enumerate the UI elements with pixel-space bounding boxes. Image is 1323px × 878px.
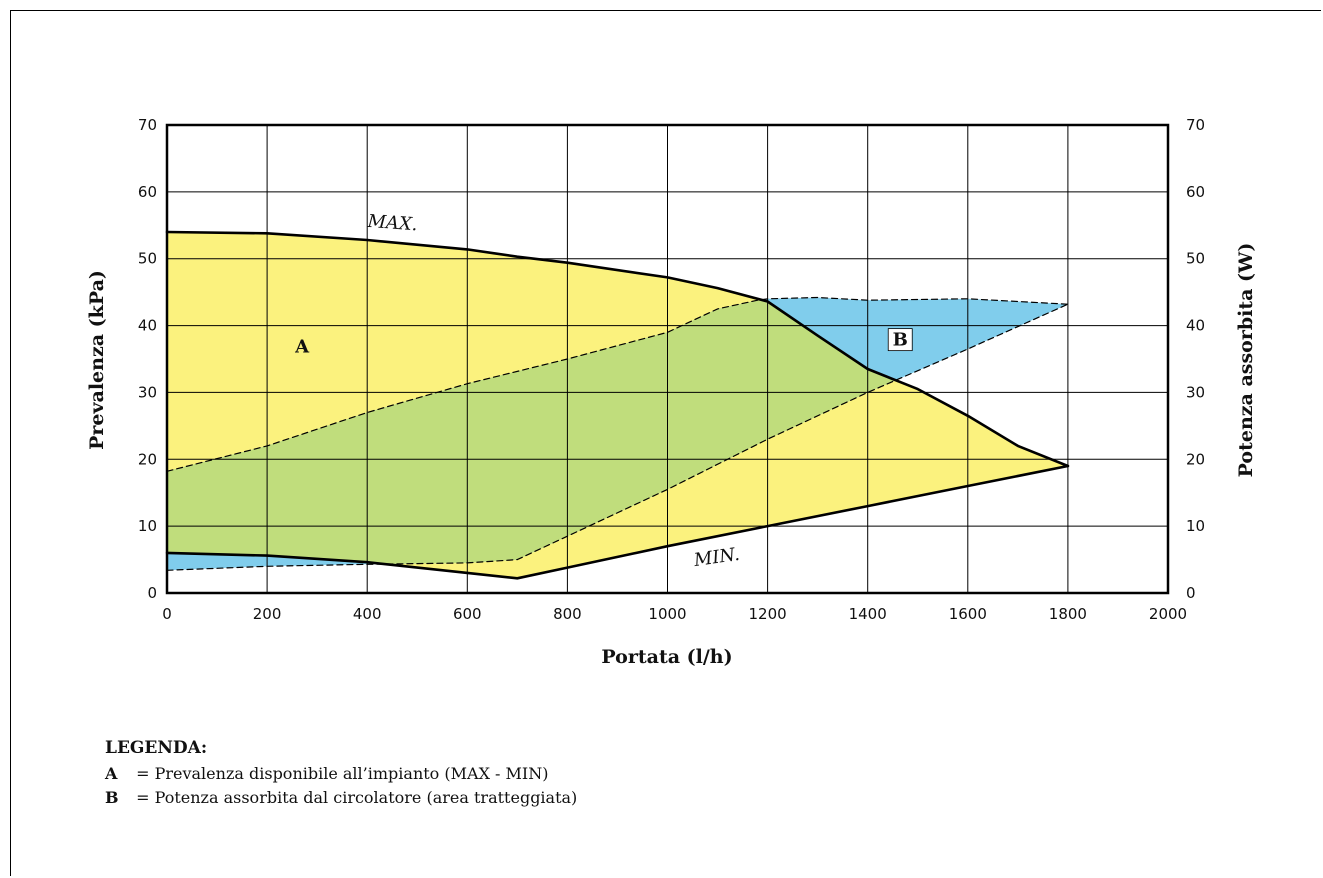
area-overlap-fill <box>167 297 1068 571</box>
area-label-box <box>887 328 913 352</box>
x-tick-label: 1600 <box>949 605 987 623</box>
legend-key: B <box>105 788 119 807</box>
x-tick-label: 1000 <box>648 605 686 623</box>
y-right-tick-label: 30 <box>1186 383 1205 401</box>
x-tick-label: 400 <box>353 605 382 623</box>
y-left-tick-label: 20 <box>138 450 157 468</box>
x-tick-label: 200 <box>253 605 282 623</box>
series-line-2 <box>166 296 1069 472</box>
curve-label: MAX. <box>366 211 418 236</box>
y-left-tick-label: 0 <box>147 584 157 602</box>
y-right-tick-label: 20 <box>1186 450 1205 468</box>
y-right-tick-label: 50 <box>1186 250 1205 268</box>
curve-label: MIN. <box>692 544 741 571</box>
y-right-tick-label: 60 <box>1186 183 1205 201</box>
page-frame <box>10 10 1321 876</box>
legend-item-a: A = Prevalenza disponibile all’impianto … <box>105 762 577 786</box>
y-right-tick-label: 10 <box>1186 517 1205 535</box>
x-tick-label: 1200 <box>749 605 787 623</box>
curve-lines <box>165 230 1070 580</box>
grid-lines <box>165 123 1170 595</box>
legend-title: LEGENDA: <box>105 738 208 758</box>
y-left-tick-label: 60 <box>138 183 157 201</box>
x-tick-label: 1400 <box>849 605 887 623</box>
x-tick-label: 600 <box>453 605 482 623</box>
tick-labels: 0 200 400 600 800 1000 1200 1400 1600 1800 2000010… <box>138 116 1205 623</box>
legend-item-b: B = Potenza assorbita dal circolatore (a… <box>105 786 577 810</box>
legend-text: = Prevalenza disponibile all’impianto (M… <box>136 764 549 783</box>
filled-areas <box>167 232 1068 579</box>
y-right-tick-label: 0 <box>1186 584 1196 602</box>
legend: LEGENDA: A = Prevalenza disponibile all’… <box>105 738 577 810</box>
x-tick-label: 1800 <box>1049 605 1087 623</box>
y-left-tick-label: 50 <box>138 250 157 268</box>
y-axis-right-title: Potenza assorbita (W) <box>1235 243 1257 478</box>
x-axis-title: Portata (l/h) <box>601 646 732 668</box>
y-left-tick-label: 30 <box>138 383 157 401</box>
series-line-1 <box>165 464 1070 580</box>
legend-text: = Potenza assorbita dal circolatore (are… <box>136 788 578 807</box>
area-label: B <box>893 330 908 351</box>
series-line-3 <box>166 303 1069 571</box>
area-label: A <box>294 336 310 357</box>
legend-key: A <box>105 764 118 783</box>
y-left-tick-label: 40 <box>138 317 157 335</box>
y-left-tick-label: 10 <box>138 517 157 535</box>
y-right-tick-label: 40 <box>1186 317 1205 335</box>
x-tick-label: 0 <box>162 605 172 623</box>
x-tick-label: 2000 <box>1149 605 1187 623</box>
pump-curve-chart: 0 200 400 600 800 1000 1200 1400 1600 1800 2000010… <box>86 116 1257 668</box>
plot-frame <box>165 123 1170 595</box>
x-tick-label: 800 <box>553 605 582 623</box>
y-axis-left-title: Prevalenza (kPa) <box>86 270 108 450</box>
y-right-tick-label: 70 <box>1186 116 1205 134</box>
y-left-tick-label: 70 <box>138 116 157 134</box>
series-line-0 <box>165 230 1070 468</box>
